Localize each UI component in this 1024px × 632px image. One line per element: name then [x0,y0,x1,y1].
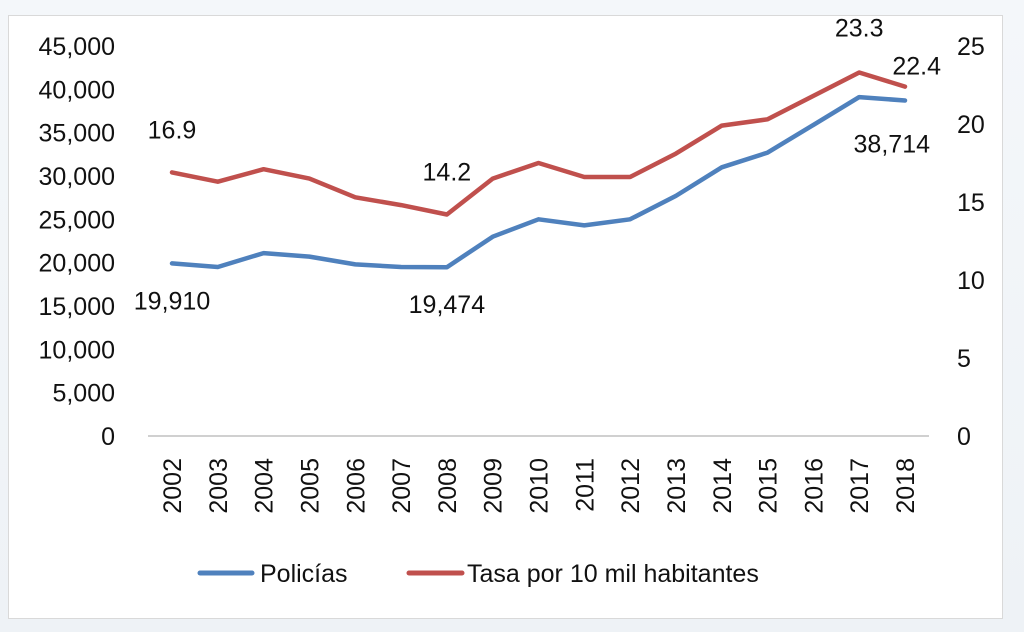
y-tick-left: 10,000 [39,336,115,364]
y-tick-left: 40,000 [39,76,115,104]
y-tick-left: 30,000 [39,163,115,191]
x-tick: 2016 [800,458,828,514]
y-tick-right: 15 [957,189,985,217]
x-tick: 2007 [388,458,416,514]
y-tick-right: 0 [957,423,971,451]
x-axis: 2002 2003 2004 2005 2006 2007 2008 2009 2010 2011… [159,458,920,514]
legend-label-policias: Policías [260,560,348,588]
data-label: 23.3 [835,15,884,43]
y-tick-right: 20 [957,111,985,139]
x-tick: 2004 [251,458,279,514]
x-tick: 2006 [342,458,370,514]
data-labels: 19,910 19,474 38,714 16.9 14.2 23.3 22.4 [134,15,941,320]
y-tick-left: 0 [101,423,115,451]
y-tick-left: 15,000 [39,293,115,321]
series-line-policias [169,94,908,270]
x-tick: 2005 [296,458,324,514]
x-tick: 2012 [617,458,645,514]
x-tick: 2018 [892,458,920,514]
data-label: 14.2 [423,158,472,186]
x-tick: 2017 [846,458,874,514]
data-label: 22.4 [892,53,941,81]
series-lines [169,70,908,270]
legend: Policías Tasa por 10 mil habitantes [197,560,759,588]
y-tick-right: 10 [957,267,985,295]
y-tick-right: 5 [957,345,971,373]
data-label: 19,474 [409,291,486,319]
x-tick: 2003 [205,458,233,514]
x-tick: 2008 [434,458,462,514]
y-tick-right: 25 [957,33,985,61]
y-tick-left: 45,000 [39,33,115,61]
legend-label-tasa: Tasa por 10 mil habitantes [467,560,759,588]
x-tick: 2009 [480,458,508,514]
x-tick: 2010 [526,458,554,514]
chart-frame [8,15,1003,619]
y-tick-left: 5,000 [52,380,115,408]
series-line-tasa [169,70,908,217]
x-tick: 2002 [159,458,187,514]
y-axis-left: 0 5,000 10,000 15,000 20,000 25,000 30,000 35,0… [39,33,115,451]
data-label: 38,714 [854,130,931,158]
y-axis-right: 0 5 10 15 20 25 [957,33,985,451]
data-label: 16.9 [148,116,197,144]
y-tick-left: 20,000 [39,250,115,278]
x-tick: 2015 [755,458,783,514]
x-tick: 2014 [709,458,737,514]
x-tick: 2011 [571,458,599,512]
data-label: 19,910 [134,287,210,315]
y-tick-left: 25,000 [39,206,115,234]
x-tick: 2013 [663,458,691,514]
y-tick-left: 35,000 [39,120,115,148]
